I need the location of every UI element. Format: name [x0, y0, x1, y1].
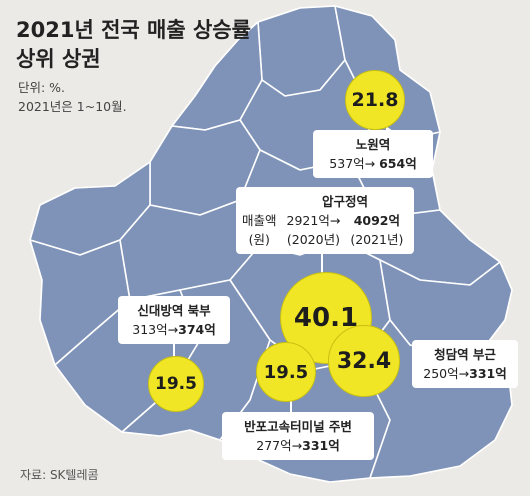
- district-name: 압구정역: [321, 194, 368, 209]
- bubble-nowon: 21.8: [345, 70, 405, 130]
- bubble-sindaebang: 19.5: [148, 356, 204, 412]
- district-name: 노원역: [355, 137, 391, 152]
- leader-banpo: [290, 392, 292, 416]
- sales-change: 537억→ 654억: [329, 156, 417, 171]
- district-name: 반포고속터미널 주변: [244, 419, 352, 434]
- sales-to: 331억: [302, 438, 340, 453]
- legend-to-year: (2021년): [350, 232, 404, 247]
- callout-nowon: 노원역 537억→ 654억: [313, 130, 433, 178]
- sales-change: 250억→331억: [423, 366, 507, 381]
- sales-change: 313억→374억: [132, 322, 216, 337]
- sales-from: 277억: [256, 438, 292, 453]
- bubble-banpo: 19.5: [256, 342, 316, 402]
- callout-cheongdam: 청담역 부근 250억→331억: [412, 340, 518, 388]
- source-note: 자료: SK텔레콤: [20, 468, 99, 482]
- callout-banpo: 반포고속터미널 주변 277억→331억: [222, 412, 374, 460]
- legend-to-value: 4092억: [353, 213, 400, 228]
- unit-note: 단위: %. 2021년은 1~10월.: [18, 78, 127, 116]
- unit-line-2: 2021년은 1~10월.: [18, 99, 127, 114]
- leader-apgujeong: [321, 252, 323, 280]
- sales-to: 654억: [379, 156, 417, 171]
- legend-from-value: 2921억: [286, 213, 330, 228]
- leader-sindaebang: [173, 340, 175, 364]
- unit-line-1: 단위: %.: [18, 80, 66, 95]
- title-line-2: 상위 상권: [16, 47, 101, 71]
- legend-from-year: (2020년): [286, 232, 340, 247]
- sales-to: 331억: [469, 366, 507, 381]
- legend-label: 매출액 (원): [242, 211, 277, 249]
- sales-from: 250억: [423, 366, 459, 381]
- title-line-1: 2021년 전국 매출 상승률: [16, 18, 251, 42]
- sales-from: 537억: [329, 156, 365, 171]
- sales-from: 313억: [132, 322, 168, 337]
- chart-title: 2021년 전국 매출 상승률 상위 상권: [16, 16, 251, 74]
- district-name: 신대방역 북부: [137, 303, 211, 318]
- callout-sindaebang: 신대방역 북부 313억→374억: [118, 296, 230, 344]
- legend-label-line-1: 매출액: [242, 213, 277, 228]
- district-name: 청담역 부근: [434, 347, 496, 362]
- sales-to: 374억: [178, 322, 216, 337]
- legend-from: 2921억→ (2020년): [286, 213, 341, 247]
- bubble-cheongdam: 32.4: [328, 325, 400, 397]
- callout-legend-apgujeong: 압구정역 매출액 (원) 2921억→ (2020년) 4092억 (2021년…: [236, 187, 414, 254]
- legend-to: 4092억 (2021년): [350, 211, 403, 249]
- sales-change: 277억→331억: [256, 438, 340, 453]
- legend-grid: 매출액 (원) 2921억→ (2020년) 4092억 (2021년): [242, 211, 408, 249]
- legend-label-line-2: (원): [248, 232, 270, 247]
